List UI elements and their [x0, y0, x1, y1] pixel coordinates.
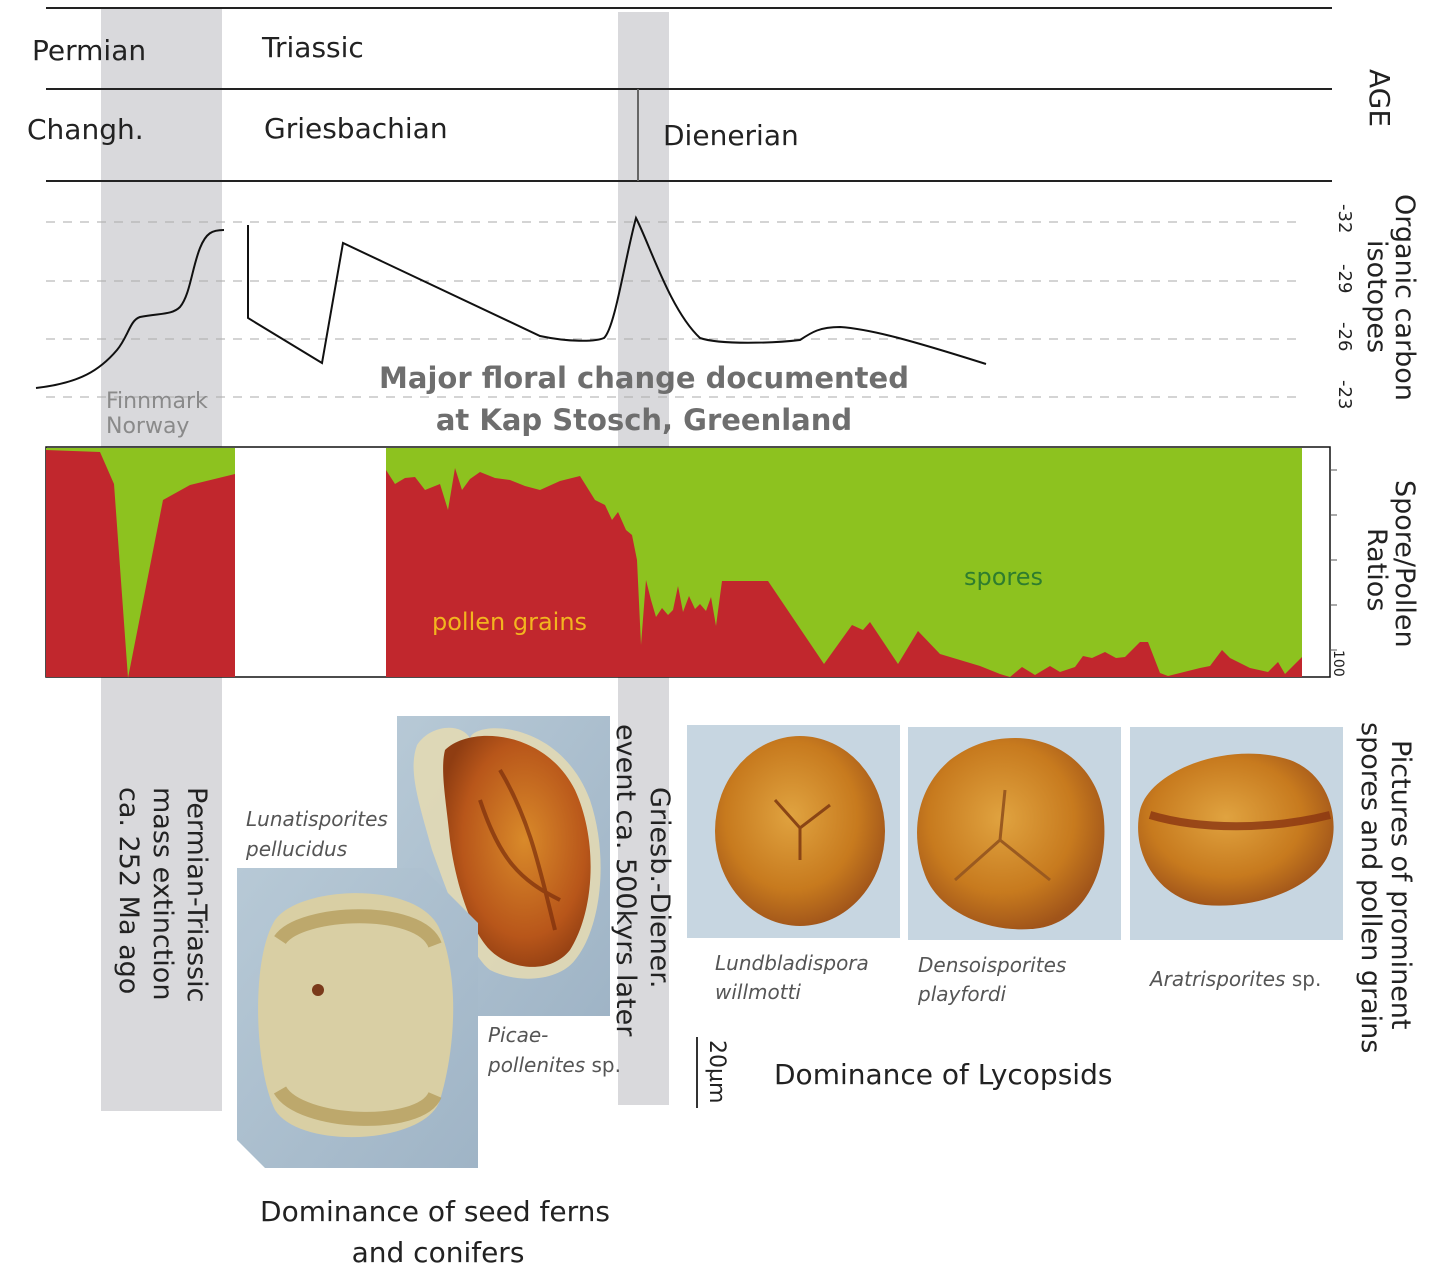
isotope-tick-32: -32 — [1334, 204, 1355, 233]
seedferns-label-2: and conifers — [352, 1236, 525, 1269]
period-triassic: Triassic — [261, 31, 364, 64]
picae-caption-1: Picae- — [488, 1023, 548, 1047]
isotope-gridlines — [46, 221, 1300, 398]
isotope-axis-label-1: Organic carbon — [1389, 194, 1420, 401]
spores-label: spores — [964, 563, 1043, 591]
ratio-axis-label-1: Spore/Pollen — [1389, 480, 1420, 648]
picae-caption-2: pollenites sp. — [487, 1053, 621, 1077]
stage-griesbachian: Griesbachian — [264, 112, 448, 145]
kap-stosch-label-2: at Kap Stosch, Greenland — [436, 403, 852, 437]
lundbladispora-caption-1: Lundbladispora — [715, 951, 869, 975]
scale-bar-label: 20µm — [704, 1040, 729, 1103]
aratrisporites-caption-genus: Aratrisporites — [1148, 967, 1285, 991]
age-axis-label: AGE — [1363, 69, 1396, 127]
isotope-tick-29: -29 — [1334, 264, 1355, 293]
lunatisporites-caption-1: Lunatisporites — [246, 807, 388, 831]
extinction-label-1: Permian-Triassic — [181, 787, 212, 1002]
stage-dienerian: Dienerian — [663, 119, 799, 152]
isotope-tick-23: -23 — [1334, 380, 1355, 409]
aratrisporites-caption-sp: sp. — [1285, 967, 1321, 991]
picae-caption-sp: sp. — [585, 1053, 621, 1077]
densoisporites-photo — [908, 727, 1121, 940]
extinction-label-2: mass extinction — [147, 787, 178, 1000]
isotope-curve-triassic — [247, 215, 987, 365]
picae-caption-genus: pollenites — [487, 1053, 585, 1077]
lundbladispora-photo — [687, 725, 900, 938]
ratio-tick-100: 100 — [1330, 650, 1346, 677]
period-permian: Permian — [32, 34, 146, 67]
stage-changhsingian: Changh. — [27, 113, 144, 146]
griesb-event-label-2: event ca. 500kyrs later — [610, 724, 641, 1037]
seedferns-label-1: Dominance of seed ferns — [260, 1195, 610, 1228]
kap-pollen-area — [386, 468, 1302, 677]
aratrisporites-caption: Aratrisporites sp. — [1148, 967, 1321, 991]
ratio-chart: 100 spores pollen grains — [45, 446, 1346, 678]
age-lines — [46, 7, 1332, 182]
ratio-axis-label-2: Ratios — [1361, 528, 1392, 611]
finnmark-label-1: Finnmark — [106, 389, 208, 414]
finnmark-label-2: Norway — [106, 414, 189, 439]
lunatisporites-caption-2: pellucidus — [245, 837, 347, 861]
isotope-ticks: -32 -29 -26 -23 — [1334, 204, 1355, 409]
densoisporites-caption-1: Densoisporites — [918, 953, 1066, 977]
kap-stosch-label-1: Major floral change documented — [379, 361, 909, 395]
lunatisporites-photo — [237, 868, 478, 1168]
griesb-event-label-1: Griesb.-Diener. — [644, 787, 675, 989]
isotope-curve-permian — [35, 229, 225, 389]
finnmark-pollen-area — [46, 450, 235, 678]
extinction-label-3: ca. 252 Ma ago — [113, 787, 144, 994]
isotope-tick-26: -26 — [1334, 322, 1355, 351]
aratrisporites-photo — [1130, 727, 1343, 940]
pictures-axis-label-2: spores and pollen grains — [1355, 722, 1386, 1053]
lycopsids-label: Dominance of Lycopsids — [774, 1058, 1112, 1091]
lundbladispora-caption-2: willmotti — [715, 980, 801, 1004]
isotope-axis-label-2: isotopes — [1361, 240, 1392, 353]
densoisporites-caption-2: playfordi — [917, 982, 1007, 1006]
pollen-grains-label: pollen grains — [432, 608, 587, 636]
pictures-axis-label-1: Pictures of prominent — [1385, 740, 1416, 1030]
picaepollenites-photo — [397, 716, 610, 1016]
